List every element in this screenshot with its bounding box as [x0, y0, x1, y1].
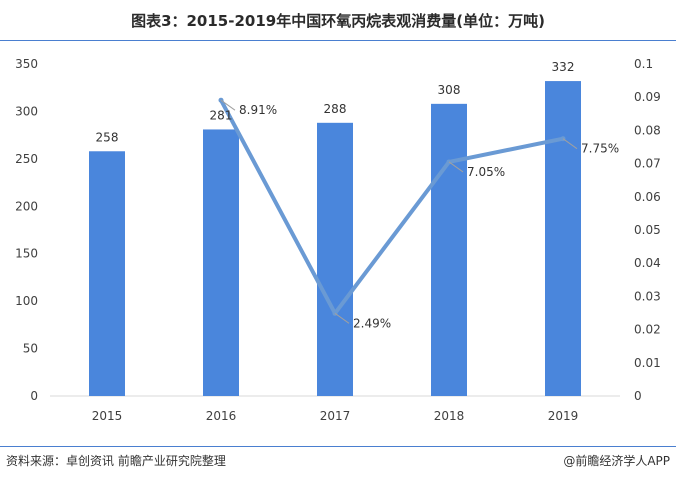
bar-value-label: 308: [438, 83, 461, 97]
bar: [89, 151, 125, 396]
x-tick-label: 2016: [206, 409, 237, 423]
right-y-tick-label: 0.03: [634, 289, 661, 303]
left-y-tick-label: 0: [30, 389, 38, 403]
line-value-label: 8.91%: [239, 103, 277, 117]
title-divider: [0, 40, 676, 41]
right-y-tick-label: 0.05: [634, 223, 661, 237]
bars-group: [89, 81, 581, 397]
right-y-tick-label: 0.04: [634, 256, 661, 270]
credit-note: @前瞻经济学人APP: [563, 454, 670, 468]
combo-chart: 0 50 100 150 200 250 300 350 0 0.01 0.02 0.03 0.04 0.…: [15, 57, 661, 423]
axes-group: 0 50 100 150 200 250 300 350 0 0.01 0.02 0.03 0.04 0.…: [15, 57, 661, 423]
line-value-label: 7.75%: [581, 142, 619, 156]
x-tick-label: 2018: [434, 409, 465, 423]
footer-divider: [0, 446, 676, 447]
right-y-tick-label: 0.1: [634, 57, 653, 71]
x-tick-label: 2019: [548, 409, 579, 423]
left-y-tick-label: 350: [15, 57, 38, 71]
right-y-tick-label: 0.01: [634, 356, 661, 370]
bar-value-label: 258: [96, 130, 119, 144]
source-note: 资料来源：卓创资讯 前瞻产业研究院整理: [6, 454, 226, 468]
label-leader: [334, 312, 350, 324]
left-y-tick-label: 50: [23, 342, 38, 356]
bar: [203, 129, 239, 397]
label-leader: [562, 138, 578, 150]
right-y-tick-label: 0.09: [634, 90, 661, 104]
right-y-tick-label: 0.02: [634, 323, 661, 337]
left-y-tick-label: 200: [15, 199, 38, 213]
x-tick-label: 2017: [320, 409, 351, 423]
right-y-tick-label: 0.08: [634, 123, 661, 137]
line-group: [218, 97, 578, 324]
left-y-tick-label: 150: [15, 247, 38, 261]
right-y-tick-label: 0.07: [634, 157, 661, 171]
left-y-tick-label: 300: [15, 104, 38, 118]
bar: [431, 103, 467, 396]
chart-title: 图表3：2015-2019年中国环氧丙烷表观消费量(单位：万吨): [131, 12, 545, 30]
right-y-tick-label: 0.06: [634, 190, 661, 204]
bar-value-label: 288: [324, 102, 347, 116]
x-tick-label: 2015: [92, 409, 123, 423]
bar-value-label: 332: [552, 60, 575, 74]
growth-line: [219, 98, 565, 316]
label-leader: [220, 99, 236, 111]
bar: [317, 122, 353, 396]
label-leader: [448, 161, 464, 173]
left-y-tick-label: 250: [15, 152, 38, 166]
labels-group: 258 281 288 308 332 8.91% 2.49% 7.05% 7.75%: [96, 60, 620, 330]
line-value-label: 7.05%: [467, 165, 505, 179]
bar: [545, 81, 581, 397]
left-y-tick-label: 100: [15, 294, 38, 308]
bar-value-label: 281: [210, 108, 233, 122]
line-value-label: 2.49%: [353, 316, 391, 330]
right-y-tick-label: 0: [634, 389, 642, 403]
